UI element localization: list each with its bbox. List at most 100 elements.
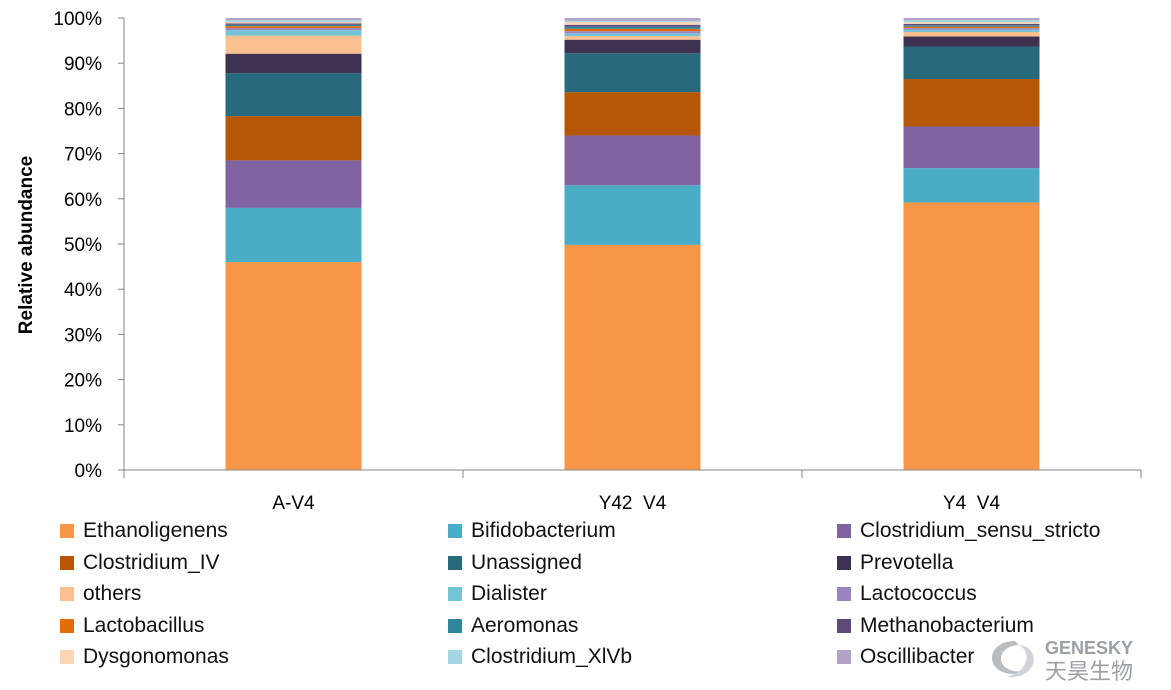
legend-item: Methanobacterium (837, 611, 1034, 641)
legend-item: Clostridium_sensu_stricto (837, 516, 1100, 546)
legend-label: Dysgonomonas (83, 645, 229, 668)
bar-segment (564, 39, 701, 54)
legend-item: Lactobacillus (60, 611, 204, 641)
legend-swatch (448, 555, 462, 570)
legend-item: others (60, 579, 141, 609)
legend-swatch (448, 618, 462, 633)
bar-segment (225, 53, 362, 74)
bars (225, 18, 1040, 470)
bar-segment (225, 35, 362, 54)
watermark-brand: GENESKY (1045, 638, 1133, 658)
legend-label: Prevotella (860, 550, 954, 574)
y-tick-label: 40% (64, 280, 102, 301)
legend-label: Ethanoligenens (83, 519, 228, 542)
bar-segment (903, 26, 1040, 28)
bar-segment (903, 202, 1040, 470)
bar-segment (564, 33, 701, 37)
bar-segment (225, 27, 362, 31)
y-tick-label: 0% (75, 461, 103, 482)
legend-swatch (448, 524, 462, 538)
legend-item: Ethanoligenens (60, 516, 228, 546)
bar-segment (903, 79, 1040, 127)
legend-label: Clostridium_XlVb (471, 645, 633, 668)
y-tick-label: 60% (64, 190, 102, 211)
x-axis: A-V4 Y42_V4 Y4_V4 (123, 469, 1142, 510)
bar-segment (903, 25, 1040, 27)
legend-item: Unassigned (448, 548, 582, 578)
bar-segment (225, 207, 362, 263)
legend-item: Oscillibacter (837, 642, 974, 672)
bar-stack (225, 18, 362, 470)
bar-segment (903, 27, 1040, 30)
bar-segment (225, 26, 362, 28)
legend-swatch (837, 587, 851, 601)
bar-segment (564, 22, 701, 25)
bar-segment (903, 18, 1040, 21)
legend-label: Oscillibacter (860, 645, 975, 668)
y-axis: 0% 10% 20% 30% 40% 50% 60% 70% 80% 90% 100% (53, 9, 125, 482)
bar-segment (225, 20, 362, 23)
bar-segment (564, 26, 701, 29)
x-category-label: Y4_V4 (943, 493, 1000, 510)
y-tick-label: 50% (64, 235, 102, 256)
bar-segment (564, 244, 701, 470)
bar-segment (903, 29, 1040, 33)
bar-segment (564, 185, 701, 245)
legend-swatch (448, 650, 462, 664)
legend-item: Bifidobacterium (448, 516, 616, 546)
legend-swatch (837, 618, 851, 633)
y-tick-label: 70% (64, 145, 102, 166)
bar-segment (564, 135, 701, 186)
legend-label: Clostridium_IV (83, 550, 220, 574)
bar-segment (564, 31, 701, 34)
bar-segment (225, 116, 362, 161)
y-tick-label: 20% (64, 371, 102, 392)
bar-segment (225, 73, 362, 117)
bar-segment (903, 32, 1040, 37)
bar-segment (225, 24, 362, 27)
legend-label: Aeromonas (471, 613, 579, 637)
legend-swatch (837, 524, 851, 538)
y-tick-label: 30% (64, 325, 102, 346)
bar-segment (564, 20, 701, 23)
bar-segment (225, 23, 362, 25)
legend-item: Clostridium_IV (60, 548, 220, 578)
legend-label: Lactococcus (860, 582, 977, 605)
legend-label: Lactobacillus (83, 613, 205, 637)
bar-segment (903, 168, 1040, 203)
legend-item: Prevotella (837, 548, 953, 578)
legend-label: Clostridium_sensu_stricto (860, 519, 1101, 542)
y-tick-label: 100% (53, 9, 102, 30)
x-category-label: A-V4 (272, 493, 315, 510)
x-category-label: Y42_V4 (599, 493, 667, 510)
legend-label: Unassigned (471, 550, 582, 574)
bar-segment (225, 160, 362, 208)
bar-segment (903, 22, 1040, 24)
bar-segment (903, 23, 1040, 26)
bar-segment (564, 92, 701, 136)
legend-item: Lactococcus (837, 579, 977, 609)
bar-stack (903, 18, 1040, 470)
legend-label: Methanobacterium (860, 613, 1034, 637)
bar-segment (564, 28, 701, 32)
bar-segment (903, 36, 1040, 47)
bar-segment (225, 18, 362, 21)
bar-segment (225, 262, 362, 470)
legend-item: Dysgonomonas (60, 642, 229, 672)
legend-swatch (448, 587, 462, 601)
legend-swatch (60, 618, 74, 633)
legend-swatch (837, 555, 851, 570)
bar-segment (564, 24, 701, 27)
genesky-watermark-logo: GENESKY 天昊生物 (991, 638, 1133, 684)
stacked-bar-chart: Relative abundance 0% 10% 20% 30% 40% 50% 60% 7… (16, 9, 1142, 510)
legend-label: Dialister (471, 582, 547, 605)
legend-swatch (60, 650, 74, 664)
y-tick-label: 10% (64, 416, 102, 437)
bar-segment (564, 18, 701, 21)
bar-segment (225, 22, 362, 24)
bar-segment (903, 46, 1040, 80)
y-tick-label: 80% (64, 99, 102, 120)
bar-stack (564, 18, 701, 470)
bar-segment (225, 30, 362, 36)
legend-swatch (60, 587, 74, 601)
